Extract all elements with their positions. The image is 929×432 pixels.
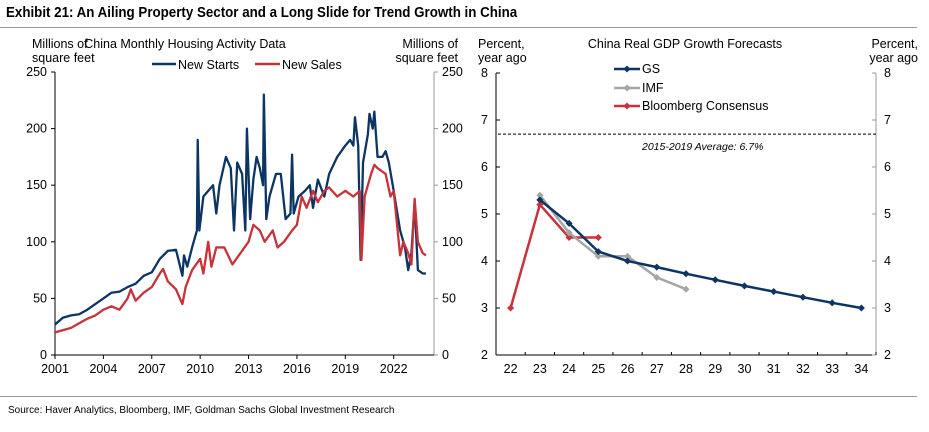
data-point-gs xyxy=(828,299,836,307)
gdp-ylabel-right-1: Percent, xyxy=(871,37,918,51)
data-point-gs xyxy=(857,304,865,312)
y-tick-label: 4 xyxy=(481,254,488,268)
x-tick-label: 33 xyxy=(825,362,839,376)
legend-label-new-sales: New Sales xyxy=(282,58,342,72)
data-point-imf xyxy=(624,252,632,260)
housing-ylabel-left-1: Millions of xyxy=(32,37,88,51)
data-point-gs xyxy=(624,257,632,265)
data-point-gs xyxy=(682,270,690,278)
x-tick-label: 2010 xyxy=(186,362,214,376)
data-point-gs xyxy=(653,263,661,271)
y-tick-label: 7 xyxy=(481,113,488,127)
y-tick-label: 100 xyxy=(26,235,47,249)
series-line-gs xyxy=(539,198,862,310)
x-tick-label: 30 xyxy=(738,362,752,376)
y-tick-label: 50 xyxy=(33,291,47,305)
y-tick-label-right: 3 xyxy=(884,301,891,315)
data-point-bloomberg-consensus xyxy=(594,233,602,242)
series-line-imf xyxy=(538,194,687,291)
legend-label-bloomberg: Bloomberg Consensus xyxy=(642,99,768,113)
y-tick-label: 0 xyxy=(40,348,47,362)
housing-chart: China Monthly Housing Activity Data Mill… xyxy=(26,37,463,376)
gdp-ylabel-right-2: year ago xyxy=(869,51,918,65)
data-point-imf xyxy=(565,229,573,237)
series-line-new-starts xyxy=(54,93,426,326)
x-tick-label: 27 xyxy=(650,362,664,376)
x-tick-label: 2001 xyxy=(41,362,69,376)
data-point-imf xyxy=(682,285,690,293)
x-tick-label: 23 xyxy=(533,362,547,376)
source-note: Source: Haver Analytics, Bloomberg, IMF,… xyxy=(8,404,395,416)
y-tick-label: 8 xyxy=(481,66,488,80)
legend-marker xyxy=(623,65,631,73)
legend-label-gs: GS xyxy=(642,62,660,76)
y-tick-label: 150 xyxy=(26,178,47,192)
source-divider xyxy=(0,396,917,397)
series-line-bloomberg-consensus xyxy=(509,202,599,309)
x-tick-label: 2019 xyxy=(331,362,359,376)
housing-ylabel-left-2: square feet xyxy=(32,51,95,65)
x-tick-label: 29 xyxy=(708,362,722,376)
data-point-bloomberg-consensus xyxy=(507,304,515,312)
x-tick-label: 2022 xyxy=(380,362,408,376)
x-tick-label: 2016 xyxy=(283,362,311,376)
gdp-chart-title: China Real GDP Growth Forecasts xyxy=(588,37,782,51)
data-point-gs xyxy=(770,288,778,296)
series-line-new-sales xyxy=(54,163,427,334)
x-tick-label: 32 xyxy=(796,362,810,376)
data-point-gs xyxy=(799,293,807,301)
y-tick-label: 5 xyxy=(481,207,488,221)
x-tick-label: 25 xyxy=(591,362,605,376)
legend-label-imf: IMF xyxy=(642,81,664,95)
y-tick-label-right: 8 xyxy=(884,66,891,80)
gdp-chart: China Real GDP Growth Forecasts Percent,… xyxy=(478,37,918,376)
y-tick-label-right: 0 xyxy=(442,348,449,362)
title-divider xyxy=(0,27,917,28)
x-tick-label: 2007 xyxy=(138,362,166,376)
gdp-ylabel-left-2: year ago xyxy=(478,51,527,65)
x-tick-label: 26 xyxy=(621,362,635,376)
y-tick-label-right: 5 xyxy=(884,207,891,221)
y-tick-label: 200 xyxy=(26,122,47,136)
y-tick-label: 2 xyxy=(481,348,488,362)
y-tick-label-right: 2 xyxy=(884,348,891,362)
data-point-gs xyxy=(536,196,544,204)
y-tick-label-right: 50 xyxy=(442,291,456,305)
x-tick-label: 28 xyxy=(679,362,693,376)
housing-ylabel-right-2: square feet xyxy=(395,51,458,65)
y-tick-label-right: 250 xyxy=(442,65,463,79)
housing-ylabel-right-1: Millions of xyxy=(402,37,458,51)
gdp-ylabel-left-1: Percent, xyxy=(478,37,525,51)
y-tick-label: 3 xyxy=(481,301,488,315)
x-tick-label: 34 xyxy=(854,362,868,376)
legend-marker xyxy=(623,102,631,110)
data-point-gs xyxy=(740,282,748,290)
y-tick-label: 6 xyxy=(481,160,488,174)
data-point-imf xyxy=(536,191,544,199)
data-point-gs xyxy=(711,276,719,284)
legend-marker xyxy=(623,84,631,92)
data-point-imf xyxy=(594,252,602,260)
y-tick-label-right: 6 xyxy=(884,160,891,174)
x-tick-label: 2004 xyxy=(89,362,117,376)
x-tick-label: 31 xyxy=(767,362,781,376)
y-tick-label-right: 7 xyxy=(884,113,891,127)
legend-label-new-starts: New Starts xyxy=(178,58,239,72)
housing-chart-title: China Monthly Housing Activity Data xyxy=(84,37,286,51)
exhibit-title: Exhibit 21: An Ailing Property Sector an… xyxy=(6,5,518,21)
y-tick-label-right: 4 xyxy=(884,254,891,268)
data-point-gs xyxy=(565,219,573,227)
x-tick-label: 2013 xyxy=(235,362,263,376)
reference-line-label: 2015-2019 Average: 6.7% xyxy=(641,141,763,153)
y-tick-label-right: 100 xyxy=(442,235,463,249)
x-tick-label: 24 xyxy=(562,362,576,376)
y-tick-label-right: 150 xyxy=(442,178,463,192)
y-tick-label-right: 200 xyxy=(442,122,463,136)
y-tick-label: 250 xyxy=(26,65,47,79)
data-point-imf xyxy=(653,273,661,281)
data-point-gs xyxy=(594,248,602,256)
x-tick-label: 22 xyxy=(504,362,518,376)
